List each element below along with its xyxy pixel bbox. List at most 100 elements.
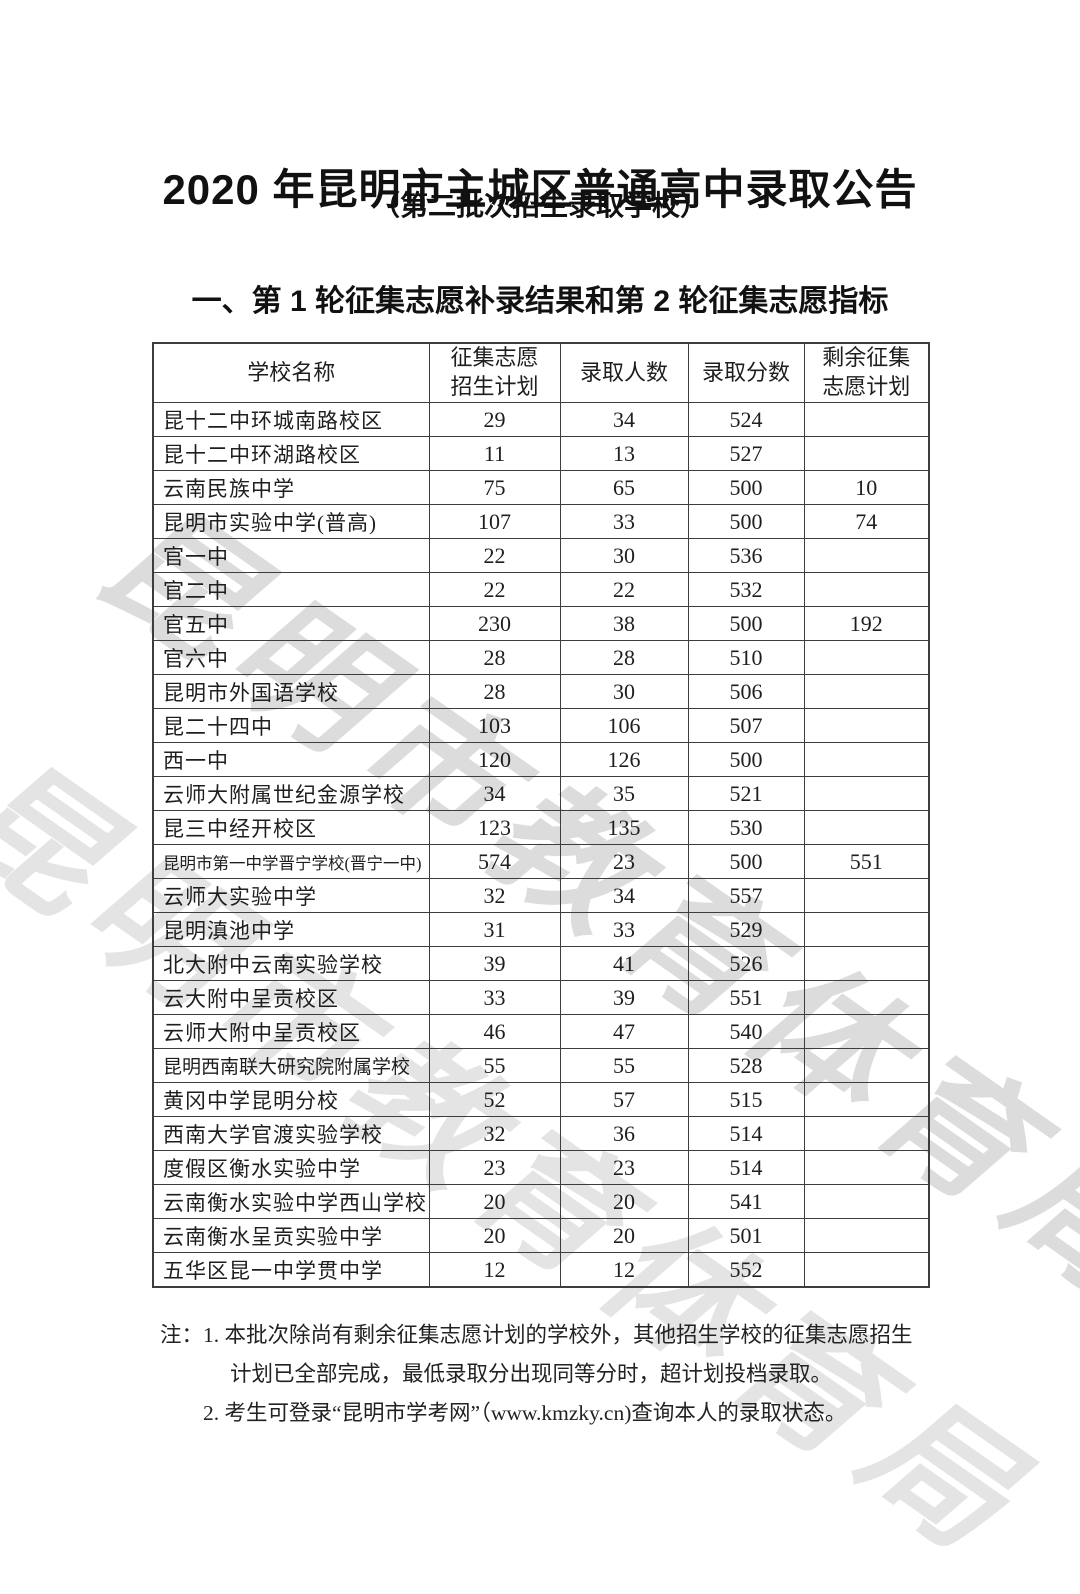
- admitted-cell: 65: [559, 470, 689, 505]
- admitted-cell: 22: [559, 572, 689, 607]
- plan-cell: 33: [428, 980, 561, 1015]
- remaining-cell: [803, 436, 930, 471]
- score-cell: 528: [687, 1048, 805, 1083]
- remaining-cell: [803, 980, 930, 1015]
- score-cell: 501: [687, 1218, 805, 1253]
- score-cell: 552: [687, 1252, 805, 1288]
- plan-cell: 230: [428, 606, 561, 641]
- score-cell: 557: [687, 878, 805, 913]
- admitted-cell: 57: [559, 1082, 689, 1117]
- admitted-cell: 34: [559, 878, 689, 913]
- school-name-cell: 昆十二中环城南路校区: [152, 402, 430, 437]
- score-cell: 527: [687, 436, 805, 471]
- remaining-cell: [803, 1082, 930, 1117]
- school-name-cell: 昆十二中环湖路校区: [152, 436, 430, 471]
- table-row: 昆三中经开校区 123 135 530: [152, 810, 930, 845]
- admitted-cell: 20: [559, 1218, 689, 1253]
- page-subtitle: （第二批次招生录取学校）: [371, 190, 708, 221]
- school-name-cell: 昆三中经开校区: [152, 810, 430, 845]
- admitted-cell: 126: [559, 742, 689, 777]
- page-title: 2020 年昆明市主城区普通高中录取公告: [162, 166, 918, 214]
- school-name-cell: 昆明市外国语学校: [152, 674, 430, 709]
- score-cell: 515: [687, 1082, 805, 1117]
- notes-block: 注： 1. 本批次除尚有剩余征集志愿计划的学校外，其他招生学校的征集志愿招生计划…: [160, 1316, 930, 1433]
- remaining-cell: [803, 674, 930, 709]
- remaining-cell: [803, 1048, 930, 1083]
- admitted-cell: 38: [559, 606, 689, 641]
- score-cell: 526: [687, 946, 805, 981]
- school-name-cell: 云南衡水呈贡实验中学: [152, 1218, 430, 1253]
- plan-cell: 34: [428, 776, 561, 811]
- remaining-cell: [803, 708, 930, 743]
- school-name-cell: 云师大附属世纪金源学校: [152, 776, 430, 811]
- plan-cell: 103: [428, 708, 561, 743]
- school-name-cell: 北大附中云南实验学校: [152, 946, 430, 981]
- table-row: 昆十二中环湖路校区 11 13 527: [152, 436, 930, 471]
- table-row: 北大附中云南实验学校 39 41 526: [152, 946, 930, 981]
- admission-table: 学校名称 征集志愿 招生计划 录取人数 录取分数 剩余征集 志愿计划 昆十二中环…: [152, 342, 930, 1288]
- plan-cell: 22: [428, 538, 561, 573]
- school-name-cell: 西一中: [152, 742, 430, 777]
- admitted-cell: 33: [559, 504, 689, 539]
- score-cell: 514: [687, 1116, 805, 1151]
- score-cell: 500: [687, 742, 805, 777]
- plan-cell: 29: [428, 402, 561, 437]
- score-cell: 500: [687, 504, 805, 539]
- remaining-cell: [803, 640, 930, 675]
- school-name-cell: 云师大实验中学: [152, 878, 430, 913]
- school-name-cell: 官六中: [152, 640, 430, 675]
- note-item: 2. 考生可登录“昆明市学考网”（www.kmzky.cn)查询本人的录取状态。: [203, 1401, 847, 1425]
- admitted-cell: 20: [559, 1184, 689, 1219]
- remaining-cell: [803, 1252, 930, 1288]
- table-row: 官一中 22 30 536: [152, 538, 930, 573]
- admitted-cell: 28: [559, 640, 689, 675]
- table-row: 昆十二中环城南路校区 29 34 524: [152, 402, 930, 437]
- admitted-cell: 55: [559, 1048, 689, 1083]
- header-score: 录取分数: [687, 342, 805, 403]
- document-page: 昆明市教育体育局 昆明市教育体育局 2020 年昆明市主城区普通高中录取公告 （…: [0, 166, 1080, 1588]
- plan-cell: 52: [428, 1082, 561, 1117]
- table-row: 黄冈中学昆明分校 52 57 515: [152, 1082, 930, 1117]
- admitted-cell: 30: [559, 674, 689, 709]
- school-name-cell: 云大附中呈贡校区: [152, 980, 430, 1015]
- remaining-cell: 10: [803, 470, 930, 505]
- note-items: 1. 本批次除尚有剩余征集志愿计划的学校外，其他招生学校的征集志愿招生计划已全部…: [203, 1316, 923, 1433]
- score-cell: 500: [687, 470, 805, 505]
- score-cell: 500: [687, 606, 805, 641]
- table-row: 云师大实验中学 32 34 557: [152, 878, 930, 913]
- score-cell: 524: [687, 402, 805, 437]
- table-row: 昆明西南联大研究院附属学校 55 55 528: [152, 1048, 930, 1083]
- note-item: 1. 本批次除尚有剩余征集志愿计划的学校外，其他招生学校的征集志愿招生计划已全部…: [203, 1323, 913, 1386]
- school-name-cell: 官二中: [152, 572, 430, 607]
- table-row: 官二中 22 22 532: [152, 572, 930, 607]
- remaining-cell: [803, 776, 930, 811]
- school-name-cell: 五华区昆一中学贯中学: [152, 1252, 430, 1288]
- table-header-row: 学校名称 征集志愿 招生计划 录取人数 录取分数 剩余征集 志愿计划: [152, 342, 930, 403]
- score-cell: 506: [687, 674, 805, 709]
- plan-cell: 32: [428, 878, 561, 913]
- table-row: 昆二十四中 103 106 507: [152, 708, 930, 743]
- header-school-name: 学校名称: [152, 342, 430, 403]
- remaining-cell: 74: [803, 504, 930, 539]
- remaining-cell: 192: [803, 606, 930, 641]
- table-row: 西南大学官渡实验学校 32 36 514: [152, 1116, 930, 1151]
- score-cell: 551: [687, 980, 805, 1015]
- admitted-cell: 23: [559, 844, 689, 879]
- plan-cell: 20: [428, 1218, 561, 1253]
- admitted-cell: 36: [559, 1116, 689, 1151]
- score-cell: 514: [687, 1150, 805, 1185]
- plan-cell: 32: [428, 1116, 561, 1151]
- plan-cell: 28: [428, 640, 561, 675]
- school-name-cell: 云南民族中学: [152, 470, 430, 505]
- admitted-cell: 47: [559, 1014, 689, 1049]
- remaining-cell: [803, 1116, 930, 1151]
- remaining-cell: [803, 912, 930, 947]
- score-cell: 510: [687, 640, 805, 675]
- plan-cell: 23: [428, 1150, 561, 1185]
- plan-cell: 574: [428, 844, 561, 879]
- table-row: 云南民族中学 75 65 500 10: [152, 470, 930, 505]
- table-row: 昆明市外国语学校 28 30 506: [152, 674, 930, 709]
- plan-cell: 31: [428, 912, 561, 947]
- admitted-cell: 35: [559, 776, 689, 811]
- school-name-cell: 云师大附中呈贡校区: [152, 1014, 430, 1049]
